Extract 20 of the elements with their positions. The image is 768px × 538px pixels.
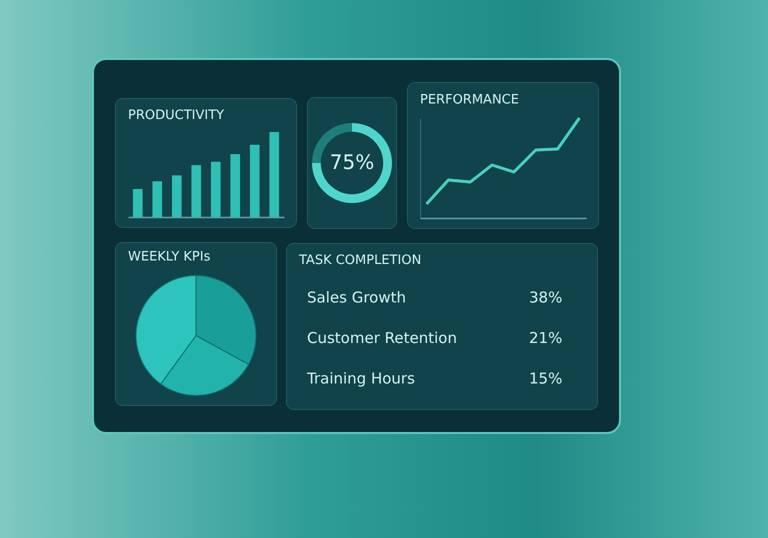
bar	[172, 175, 182, 217]
data-label: 75%	[330, 150, 374, 174]
bar	[152, 181, 162, 217]
category-label: Customer Retention	[307, 329, 457, 347]
chart-title: WEEKLY KPIs	[128, 250, 211, 264]
chart-title: PERFORMANCE	[420, 92, 519, 108]
bar	[250, 144, 260, 217]
bar	[230, 154, 240, 217]
data-label: 38%	[529, 288, 562, 306]
bar	[210, 162, 221, 217]
bar	[132, 188, 143, 217]
donut-slice	[312, 123, 392, 203]
category-label: Training Hours	[306, 370, 416, 388]
chart-title: PRODUCTIVITY	[128, 108, 224, 123]
data-label: 15%	[529, 370, 562, 388]
bar	[269, 132, 280, 217]
data-label: 21%	[529, 329, 562, 347]
text: TASK COMPLETION	[298, 253, 422, 268]
bar	[191, 165, 202, 217]
category-label: Sales Growth	[307, 288, 406, 306]
